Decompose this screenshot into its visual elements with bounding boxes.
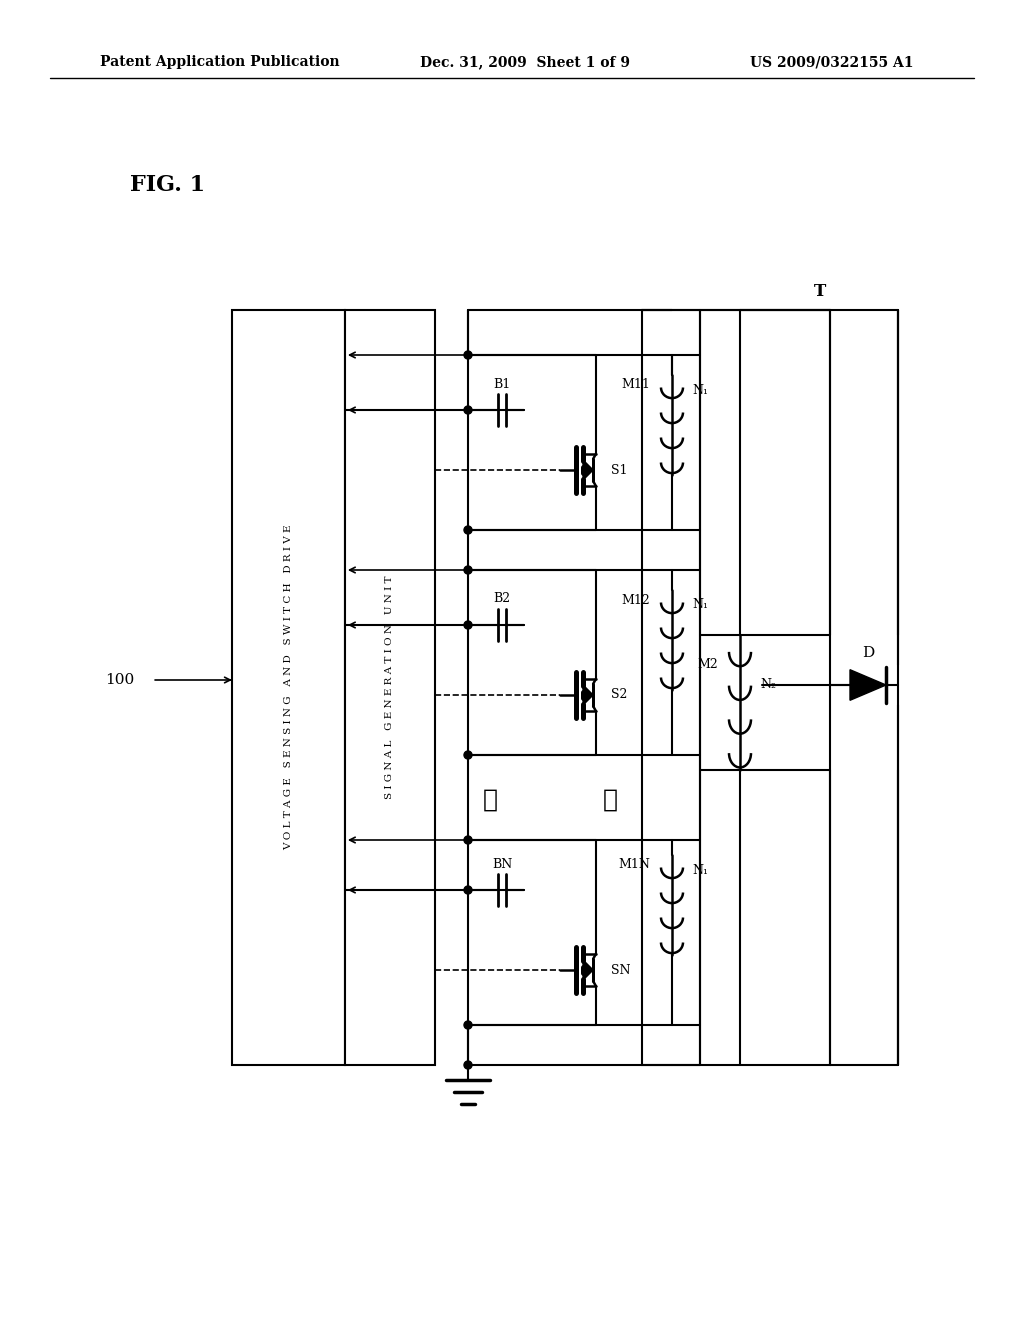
Circle shape <box>464 351 472 359</box>
Text: B1: B1 <box>494 378 511 391</box>
Text: D: D <box>862 645 874 660</box>
Circle shape <box>464 407 472 414</box>
Text: ⋯: ⋯ <box>602 788 617 812</box>
Circle shape <box>464 1020 472 1030</box>
Polygon shape <box>583 459 593 480</box>
Text: S1: S1 <box>611 463 628 477</box>
Circle shape <box>464 620 472 630</box>
Text: N₁: N₁ <box>692 863 708 876</box>
Polygon shape <box>850 669 886 701</box>
Circle shape <box>464 751 472 759</box>
Text: S I G N A L   G E N E R A T I O N   U N I T: S I G N A L G E N E R A T I O N U N I T <box>385 576 394 799</box>
Circle shape <box>464 525 472 535</box>
Text: Patent Application Publication: Patent Application Publication <box>100 55 340 69</box>
Text: B2: B2 <box>494 593 511 606</box>
Text: T: T <box>814 284 826 301</box>
Text: V O L T A G E   S E N S I N G   A N D   S W I T C H   D R I V E: V O L T A G E S E N S I N G A N D S W I … <box>284 525 293 850</box>
Text: S2: S2 <box>611 689 628 701</box>
Text: SN: SN <box>611 964 631 977</box>
Text: Dec. 31, 2009  Sheet 1 of 9: Dec. 31, 2009 Sheet 1 of 9 <box>420 55 630 69</box>
Bar <box>232 310 345 1065</box>
Polygon shape <box>583 960 593 979</box>
Text: FIG. 1: FIG. 1 <box>130 174 205 195</box>
Text: M2: M2 <box>697 659 718 672</box>
Text: N₁: N₁ <box>692 384 708 396</box>
Circle shape <box>464 1061 472 1069</box>
Text: M12: M12 <box>622 594 650 606</box>
Text: US 2009/0322155 A1: US 2009/0322155 A1 <box>750 55 913 69</box>
Text: N₂: N₂ <box>760 678 776 692</box>
Circle shape <box>464 886 472 894</box>
Text: M11: M11 <box>622 379 650 392</box>
Text: M1N: M1N <box>618 858 650 871</box>
Bar <box>642 310 830 1065</box>
Text: BN: BN <box>492 858 512 870</box>
Bar <box>345 310 435 1065</box>
Text: ⋯: ⋯ <box>482 788 498 812</box>
Text: 100: 100 <box>105 673 134 686</box>
Circle shape <box>464 836 472 843</box>
Polygon shape <box>583 685 593 705</box>
Circle shape <box>464 566 472 574</box>
Text: N₁: N₁ <box>692 598 708 611</box>
